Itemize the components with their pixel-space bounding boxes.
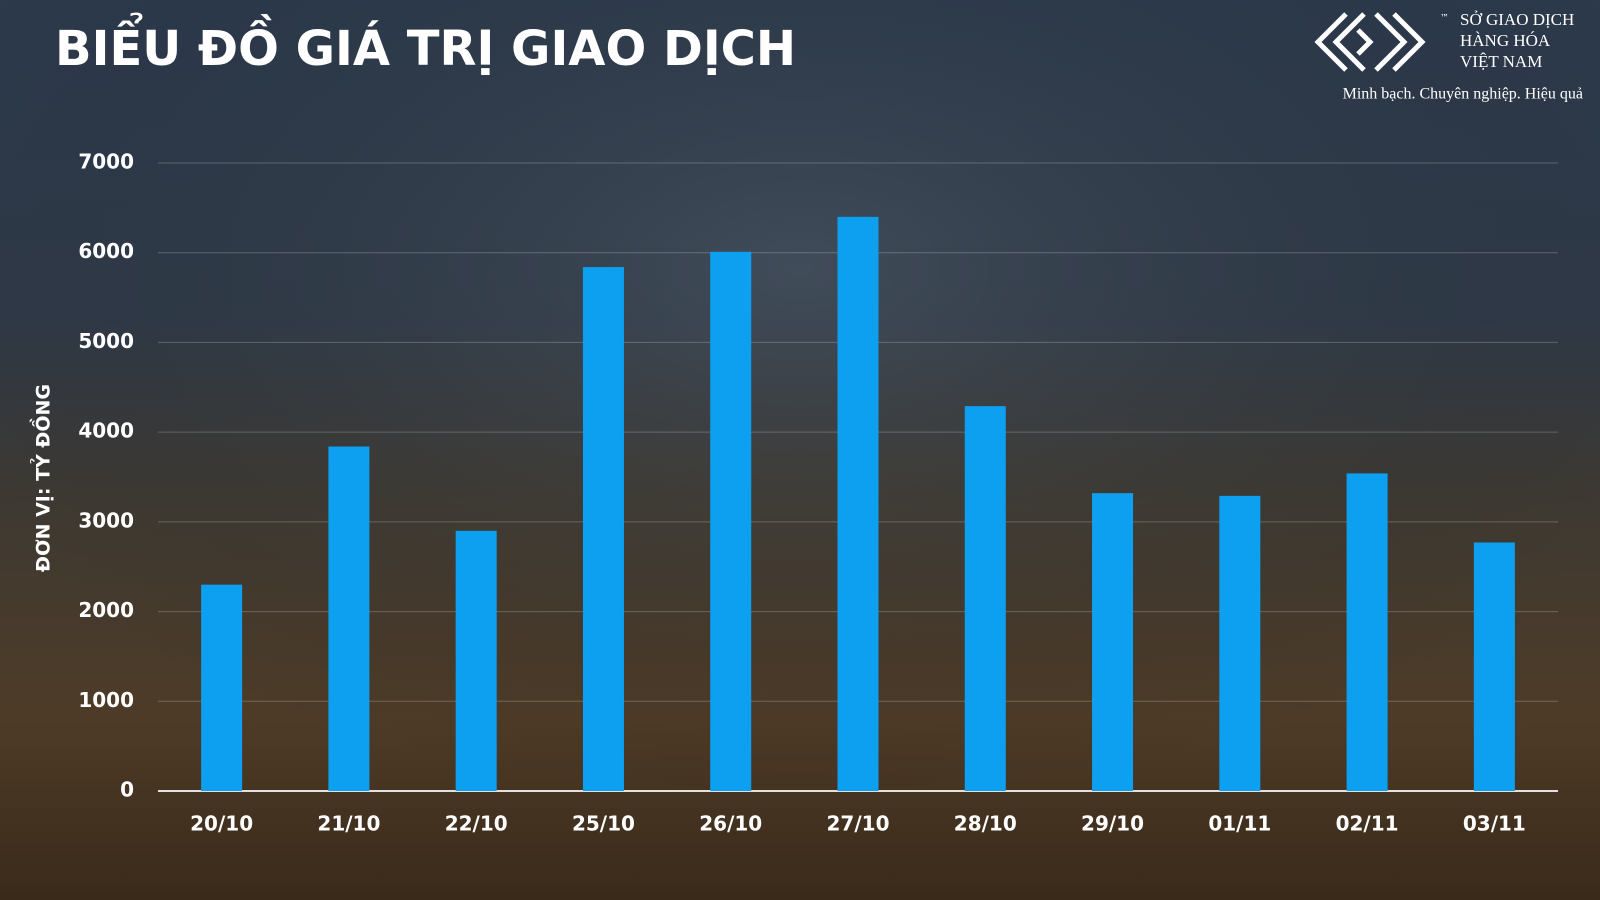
bar	[1473, 542, 1515, 791]
bar	[1092, 493, 1134, 791]
y-tick-label: 4000	[78, 419, 134, 443]
y-axis-label: ĐƠN VỊ: TỶ ĐỒNG	[29, 384, 55, 572]
bar	[1219, 495, 1261, 791]
x-tick-label: 03/11	[1463, 812, 1526, 836]
x-tick-label: 25/10	[572, 812, 635, 836]
x-tick-label: 02/11	[1336, 812, 1399, 836]
bar	[582, 267, 624, 791]
x-tick-label: 29/10	[1081, 812, 1144, 836]
logo	[1314, 12, 1426, 72]
logo-name: SỞ GIAO DỊCH	[1460, 10, 1574, 29]
logo-trademark: ™	[1440, 14, 1449, 24]
bar	[710, 251, 752, 791]
x-tick-label: 22/10	[445, 812, 508, 836]
logo-name: VIỆT NAM	[1460, 52, 1542, 71]
y-tick-label: 7000	[78, 150, 134, 174]
y-tick-label: 1000	[78, 688, 134, 712]
y-tick-label: 5000	[78, 329, 134, 353]
logo-name: HÀNG HÓA	[1460, 31, 1551, 50]
x-tick-label: 26/10	[699, 812, 762, 836]
bar	[837, 216, 879, 792]
x-tick-label: 20/10	[190, 812, 253, 836]
logo-tagline: Minh bạch. Chuyên nghiệp. Hiệu quả	[1343, 86, 1583, 103]
x-tick-label: 01/11	[1208, 812, 1271, 836]
y-tick-label: 3000	[78, 508, 134, 532]
x-tick-label: 27/10	[827, 812, 890, 836]
bar	[201, 584, 243, 791]
y-tick-label: 0	[120, 778, 134, 802]
bar	[964, 406, 1006, 791]
bar	[1346, 473, 1388, 791]
y-tick-label: 2000	[78, 598, 134, 622]
logo-mark	[1314, 12, 1366, 72]
x-tick-label: 21/10	[317, 812, 380, 836]
bar	[328, 446, 370, 791]
logo-mark	[1356, 12, 1426, 72]
y-tick-label: 6000	[78, 239, 134, 263]
chart-title: BIỂU ĐỒ GIÁ TRỊ GIAO DỊCH	[55, 12, 796, 77]
bar	[455, 530, 497, 791]
x-tick-label: 28/10	[954, 812, 1017, 836]
